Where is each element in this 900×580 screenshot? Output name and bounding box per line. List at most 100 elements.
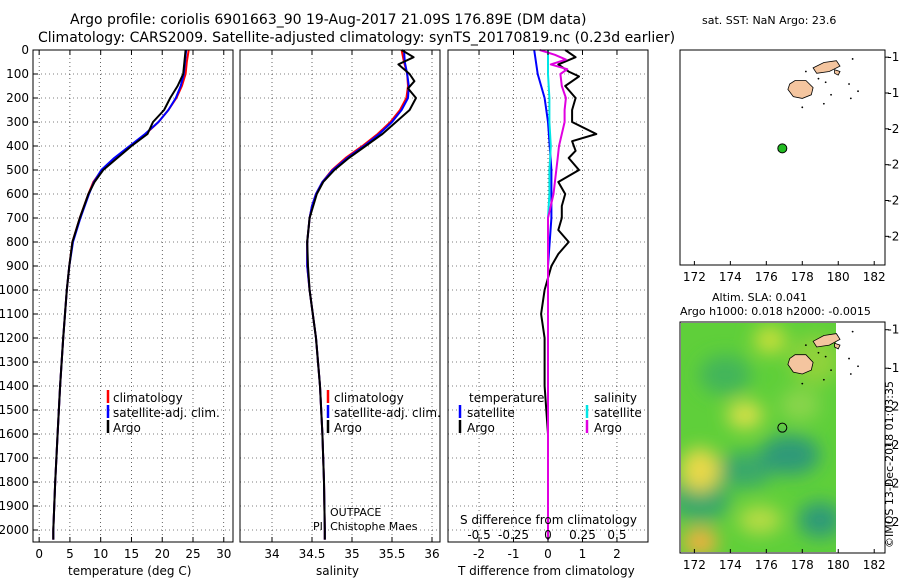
- temperature-plot-frame: [32, 49, 234, 543]
- series-line-argo: [306, 49, 417, 540]
- sla-map-frame: [679, 321, 886, 554]
- map-lon-label: 178: [791, 270, 814, 284]
- island-outline: [834, 342, 841, 350]
- x-tick-label: 20: [155, 547, 170, 561]
- island-outline: [787, 354, 814, 375]
- x-tick-label: 15: [124, 547, 139, 561]
- reef-dot: [851, 58, 854, 60]
- salinity-legend: climatology satellite-adj. clim. Argo: [326, 390, 441, 435]
- depth-tick-label: 700: [6, 211, 29, 225]
- reef-dot: [824, 81, 827, 84]
- sla-map-float-marker: [777, 422, 788, 433]
- salinity-panel: 34 34.5 35 35.5 36 salinity climatology sate…: [239, 49, 441, 578]
- pi-annotation: PI: Chistophe Maes: [313, 520, 418, 533]
- map-lon-label: 180: [827, 558, 850, 572]
- reef-dot: [857, 365, 859, 368]
- island-outline: [787, 80, 814, 99]
- depth-tick-label: 900: [6, 259, 29, 273]
- sla-map-title-line2: Argo h1000: 0.018 h2000: -0.0015: [680, 305, 871, 318]
- imos-credit: ©IMOS 13-Dec-2018 01:03:35: [883, 381, 896, 548]
- reef-dot: [849, 373, 852, 375]
- map-lat-label: -18: [887, 361, 900, 375]
- sla-anomaly-patch: [699, 355, 751, 395]
- legend-label-satellite: satellite-adj. clim.: [334, 406, 441, 420]
- sst-map-panel: sat. SST: NaN Argo: 23.6 -16 -18 -20 -22 -24…: [679, 14, 900, 284]
- map-lon-label: 174: [719, 270, 742, 284]
- map-lon-label: 172: [683, 558, 706, 572]
- sst-map-frame: [679, 49, 886, 266]
- sla-anomaly-patch: [717, 452, 773, 488]
- sla-anomaly-patch: [760, 435, 820, 475]
- reef-dot: [849, 97, 852, 100]
- x-tick-label: 35.5: [379, 547, 406, 561]
- reef-dot: [848, 357, 850, 360]
- temperature-axis-ticks: 0 5 10 15 20 25 30: [35, 50, 231, 561]
- map-lat-label: -22: [887, 158, 900, 172]
- map-lat-label: -24: [887, 477, 900, 491]
- salinity-axis-label: salinity: [316, 564, 359, 578]
- float-position-marker: [777, 422, 788, 433]
- x-tick-label: -2: [473, 547, 485, 561]
- legend-label-t-satellite: satellite: [467, 406, 515, 420]
- salinity-axis-ticks: 34 34.5 35 35.5 36: [264, 50, 440, 561]
- map-lat-label: -24: [887, 194, 900, 208]
- depth-tick-label: 1200: [0, 331, 29, 345]
- map-lat-label: -18: [887, 86, 900, 100]
- x-tick-label: 0: [544, 547, 552, 561]
- x-tick-label: 0: [35, 547, 43, 561]
- reef-dot: [830, 93, 832, 96]
- depth-tick-label: 1600: [0, 427, 29, 441]
- depth-tick-label: 300: [6, 115, 29, 129]
- map-lon-label: 178: [791, 558, 814, 572]
- map-lon-label: 176: [755, 270, 778, 284]
- depth-tick-label: 500: [6, 163, 29, 177]
- reef-dot: [857, 90, 859, 93]
- series-line-climatology: [52, 49, 190, 540]
- x-tick-label: 36: [424, 547, 439, 561]
- map-lat-label: -26: [887, 229, 900, 243]
- series-line-t-argo: [540, 49, 598, 540]
- depth-tick-label: 200: [6, 91, 29, 105]
- sla-map-coastlines: [787, 330, 859, 385]
- x-tick-label: 2: [613, 547, 621, 561]
- reef-dot: [822, 378, 825, 381]
- temperature-series: [52, 49, 190, 540]
- legend-label-t-argo: Argo: [467, 421, 495, 435]
- sla-map-title-line1: Altim. SLA: 0.041: [712, 291, 807, 304]
- map-lat-label: -22: [887, 438, 900, 452]
- map-lat-label: -16: [887, 50, 900, 64]
- sla-anomaly-patch: [754, 326, 786, 354]
- cruise-annotation: OUTPACE: [330, 506, 381, 519]
- legend-label-climatology: climatology: [334, 391, 404, 405]
- island-outline: [812, 333, 841, 348]
- sla-map-panel: Altim. SLA: 0.041 Argo h1000: 0.018 h200…: [679, 291, 900, 572]
- difference-series: [533, 49, 598, 540]
- legend-label-argo: Argo: [113, 421, 141, 435]
- depth-axis-ticks: 0 100 200 300 400 500 600 700 800 900 1000 1100 1200…: [0, 43, 38, 537]
- sla-anomaly-patch: [738, 506, 782, 534]
- reef-dot: [824, 355, 827, 358]
- map-lat-label: -20: [887, 400, 900, 414]
- reef-dot: [804, 70, 807, 73]
- salinity-series: [306, 49, 417, 540]
- sst-map-float-marker: [777, 143, 788, 154]
- x-tick-label: 34.5: [299, 547, 326, 561]
- s-diff-tick-label: 0.5: [607, 528, 626, 542]
- sla-anomaly-patch: [780, 389, 820, 421]
- reef-dot: [804, 344, 807, 346]
- x-tick-label: 10: [93, 547, 108, 561]
- map-lon-label: 176: [755, 558, 778, 572]
- temperature-axis-label: temperature (deg C): [68, 564, 191, 578]
- map-lat-label: -26: [887, 515, 900, 529]
- temperature-panel: 0100200300400500600700800900100011001200…: [0, 43, 234, 578]
- x-tick-label: 34: [264, 547, 279, 561]
- reef-dot: [817, 77, 820, 80]
- reef-dot: [851, 330, 854, 333]
- salinity-gridlines: [240, 49, 440, 542]
- float-position-marker: [777, 143, 788, 154]
- legend-label-s-satellite: satellite: [594, 406, 642, 420]
- x-tick-label: 30: [216, 547, 231, 561]
- s-diff-tick-label: 0.25: [569, 528, 596, 542]
- figure-title-line1: Argo profile: coriolis 6901663_90 19-Aug…: [70, 12, 586, 28]
